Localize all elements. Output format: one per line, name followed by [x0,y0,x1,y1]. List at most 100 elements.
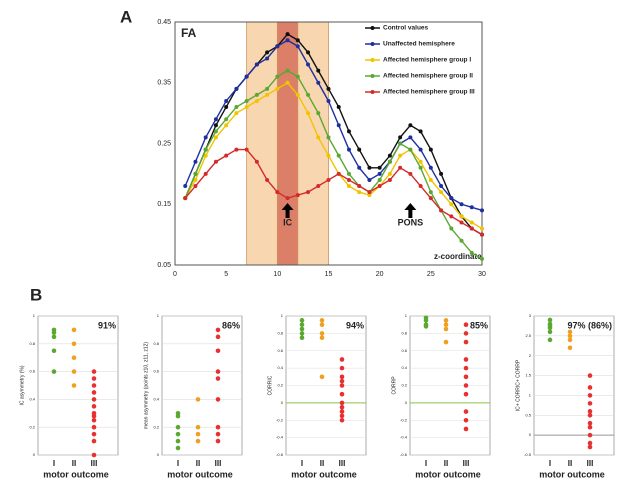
series-line [184,39,483,211]
y-tick-label: 1.5 [525,373,531,378]
point [71,369,77,374]
point [428,177,433,182]
y-axis-title: CORRP [391,376,397,395]
point [339,400,345,406]
point [428,165,433,170]
point [463,426,469,432]
x-tick-label: I [425,459,427,468]
point [295,92,300,97]
point [357,184,362,189]
x-tick-label: III [463,459,470,468]
point [175,431,181,437]
point [480,256,484,261]
y-tick-label: 0.8 [153,341,159,346]
point [215,376,221,381]
arrow [404,203,417,218]
point [195,397,201,402]
y-tick-label: -0.5 [524,452,532,457]
x-tick-label: II [72,459,76,468]
legend-marker [370,42,375,46]
point [339,391,345,397]
y-tick-label: 0.8 [277,330,283,335]
point [326,135,331,140]
point [244,147,249,152]
point [234,105,239,110]
x-tick-label: 25 [427,271,435,278]
y-tick-label: 1 [405,313,408,318]
point [295,193,300,198]
point [463,391,469,397]
point [443,318,449,323]
point [215,438,221,444]
point [71,327,77,333]
x-tick-label: II [444,459,448,468]
percent-label: 85% [470,320,488,330]
point [203,135,208,140]
y-tick-label: 0.4 [29,396,35,401]
x-tick-label: I [549,459,551,468]
point [306,50,311,55]
arrow [281,203,294,218]
point [469,205,474,210]
point [463,357,469,362]
point [91,390,97,395]
x-tick-label: 5 [224,271,228,278]
point [463,365,469,371]
point [439,208,444,213]
point [418,159,423,164]
point [587,401,593,406]
point [439,190,444,195]
point [299,318,305,323]
point [449,202,454,207]
point [346,171,351,176]
point [587,385,593,390]
point [439,171,444,176]
y-axis-title: IC+ CORRIC+ CORRP [515,359,521,411]
point [336,123,341,128]
point [547,329,553,335]
point [587,432,593,438]
point [234,147,239,152]
legend-marker [370,26,375,30]
point [213,123,218,128]
legend-label: Control values [383,25,429,32]
point [326,86,331,91]
point [254,92,259,97]
x-tick-label: I [177,459,179,468]
y-tick-label: -0.2 [276,417,284,422]
point [480,226,484,231]
legend-marker [370,90,375,94]
point [443,326,449,332]
point [215,334,221,340]
y-tick-label: 1 [529,392,532,397]
point [295,74,300,79]
point [316,184,321,189]
x-tick-label: 10 [273,271,281,278]
y-tick-label: 0.2 [277,383,283,388]
annotation: PONS [398,217,424,227]
point [319,331,325,336]
plot-frame [174,21,483,266]
point [193,171,198,176]
x-tick-label: 20 [376,271,384,278]
x-axis-title: z-coordinate [434,252,482,261]
x-axis-title: motor outcome [415,469,481,479]
legend-label: Affected hemisphere group I [383,57,471,64]
point [299,326,305,332]
point [306,190,311,195]
point [285,80,290,85]
y-tick-label: 0.45 [157,19,171,26]
point [213,135,218,140]
point [346,129,351,134]
point [51,334,57,340]
point [449,196,454,201]
point [316,68,321,73]
point [299,331,305,336]
point [339,417,345,423]
point [306,92,311,97]
point [244,105,249,110]
point [367,165,372,170]
point [547,317,553,323]
point [567,345,573,351]
